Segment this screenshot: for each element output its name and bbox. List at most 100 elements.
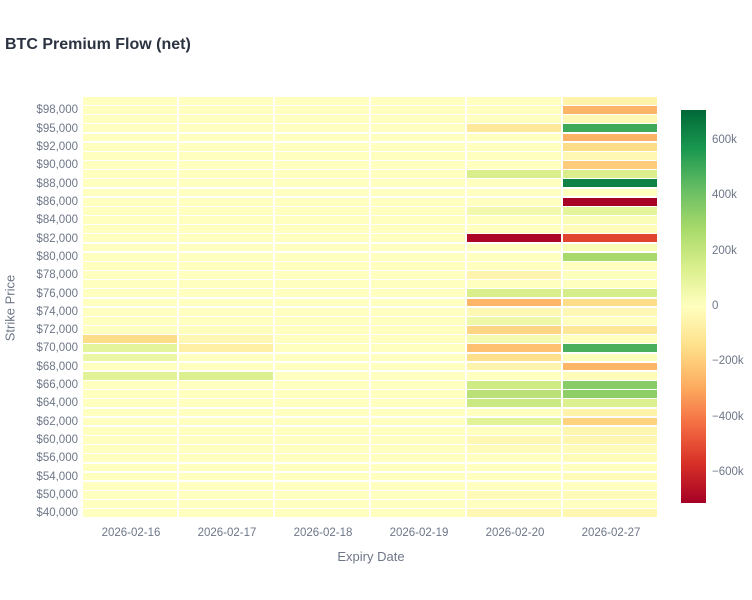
heatmap-cell[interactable] <box>563 371 657 380</box>
heatmap-cell[interactable] <box>467 371 561 380</box>
heatmap-cell[interactable] <box>467 97 561 105</box>
heatmap-cell[interactable] <box>179 216 273 224</box>
heatmap-cell[interactable] <box>467 243 561 252</box>
heatmap-cell[interactable] <box>179 133 273 142</box>
heatmap-cell[interactable] <box>563 500 657 508</box>
heatmap-cell[interactable] <box>371 271 465 279</box>
heatmap-cell[interactable] <box>467 472 561 481</box>
heatmap-cell[interactable] <box>563 179 657 188</box>
heatmap-cell[interactable] <box>179 161 273 169</box>
heatmap-cell[interactable] <box>563 133 657 142</box>
heatmap-cell[interactable] <box>467 179 561 188</box>
heatmap-cell[interactable] <box>467 454 561 463</box>
heatmap-cell[interactable] <box>83 271 177 279</box>
heatmap-cell[interactable] <box>83 454 177 463</box>
heatmap-cell[interactable] <box>467 252 561 261</box>
heatmap-cell[interactable] <box>83 161 177 169</box>
heatmap-cell[interactable] <box>563 362 657 371</box>
heatmap-cell[interactable] <box>275 170 369 179</box>
heatmap-cell[interactable] <box>275 491 369 499</box>
heatmap-cell[interactable] <box>275 234 369 243</box>
heatmap-cell[interactable] <box>467 509 561 518</box>
heatmap-cell[interactable] <box>563 436 657 444</box>
heatmap-cell[interactable] <box>371 243 465 252</box>
heatmap-cell[interactable] <box>371 206 465 215</box>
heatmap-cell[interactable] <box>179 390 273 398</box>
heatmap-cell[interactable] <box>563 216 657 224</box>
heatmap-cell[interactable] <box>371 445 465 453</box>
heatmap-cell[interactable] <box>467 271 561 279</box>
heatmap-cell[interactable] <box>83 142 177 151</box>
heatmap-cell[interactable] <box>83 252 177 261</box>
heatmap-cell[interactable] <box>467 261 561 270</box>
heatmap-cell[interactable] <box>179 261 273 270</box>
heatmap-cell[interactable] <box>371 500 465 508</box>
heatmap-cell[interactable] <box>371 133 465 142</box>
heatmap-cell[interactable] <box>563 344 657 353</box>
heatmap-cell[interactable] <box>371 261 465 270</box>
heatmap-cell[interactable] <box>179 142 273 151</box>
heatmap-cell[interactable] <box>563 188 657 197</box>
heatmap-cell[interactable] <box>371 106 465 114</box>
heatmap-cell[interactable] <box>371 298 465 307</box>
heatmap-cell[interactable] <box>275 252 369 261</box>
heatmap-cell[interactable] <box>83 206 177 215</box>
heatmap-cell[interactable] <box>83 234 177 243</box>
heatmap-cell[interactable] <box>275 509 369 518</box>
heatmap-cell[interactable] <box>83 509 177 518</box>
heatmap-cell[interactable] <box>83 417 177 426</box>
heatmap-cell[interactable] <box>371 335 465 343</box>
heatmap-cell[interactable] <box>83 124 177 133</box>
heatmap-cell[interactable] <box>275 161 369 169</box>
heatmap-cell[interactable] <box>179 234 273 243</box>
heatmap-cell[interactable] <box>371 124 465 133</box>
heatmap-cell[interactable] <box>275 97 369 105</box>
heatmap-cell[interactable] <box>371 436 465 444</box>
heatmap-cell[interactable] <box>371 151 465 160</box>
heatmap-cell[interactable] <box>467 188 561 197</box>
heatmap-cell[interactable] <box>83 436 177 444</box>
heatmap-cell[interactable] <box>563 353 657 362</box>
heatmap-cell[interactable] <box>83 326 177 334</box>
heatmap-cell[interactable] <box>179 399 273 408</box>
heatmap-cell[interactable] <box>467 106 561 114</box>
heatmap-cell[interactable] <box>179 307 273 316</box>
heatmap-cell[interactable] <box>275 115 369 124</box>
heatmap-cell[interactable] <box>275 362 369 371</box>
heatmap-cell[interactable] <box>467 436 561 444</box>
heatmap-cell[interactable] <box>275 261 369 270</box>
heatmap-cell[interactable] <box>371 289 465 298</box>
heatmap-cell[interactable] <box>179 124 273 133</box>
heatmap-cell[interactable] <box>467 426 561 435</box>
heatmap-cell[interactable] <box>83 463 177 472</box>
heatmap-cell[interactable] <box>83 426 177 435</box>
heatmap-cell[interactable] <box>467 151 561 160</box>
heatmap-cell[interactable] <box>563 115 657 124</box>
heatmap-cell[interactable] <box>275 298 369 307</box>
heatmap-cell[interactable] <box>83 445 177 453</box>
heatmap-cell[interactable] <box>563 206 657 215</box>
heatmap-cell[interactable] <box>275 353 369 362</box>
heatmap-cell[interactable] <box>371 353 465 362</box>
heatmap-cell[interactable] <box>467 289 561 298</box>
heatmap-cell[interactable] <box>467 491 561 499</box>
heatmap-cell[interactable] <box>275 106 369 114</box>
heatmap-cell[interactable] <box>371 408 465 417</box>
heatmap-cell[interactable] <box>83 216 177 224</box>
heatmap-cell[interactable] <box>563 234 657 243</box>
heatmap-cell[interactable] <box>275 280 369 288</box>
heatmap-cell[interactable] <box>83 197 177 206</box>
heatmap-cell[interactable] <box>83 261 177 270</box>
heatmap-cell[interactable] <box>467 206 561 215</box>
heatmap-cell[interactable] <box>563 289 657 298</box>
heatmap-cell[interactable] <box>563 417 657 426</box>
heatmap-cell[interactable] <box>275 472 369 481</box>
heatmap-cell[interactable] <box>467 463 561 472</box>
heatmap-cell[interactable] <box>179 509 273 518</box>
heatmap-cell[interactable] <box>467 307 561 316</box>
heatmap-cell[interactable] <box>563 408 657 417</box>
heatmap-cell[interactable] <box>371 491 465 499</box>
heatmap-cell[interactable] <box>371 161 465 169</box>
heatmap-cell[interactable] <box>563 261 657 270</box>
heatmap-cell[interactable] <box>563 298 657 307</box>
